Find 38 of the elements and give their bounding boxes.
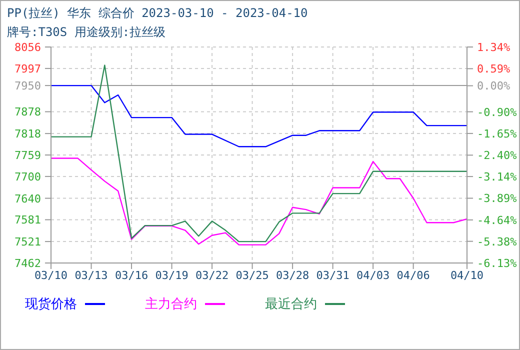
x-tick-label: 04/06 (396, 268, 430, 282)
x-tick-label: 04/10 (450, 268, 484, 282)
y-tick-label: 7581 (14, 214, 41, 227)
x-tick-label: 03/16 (114, 268, 148, 282)
y-tick-label: 7878 (14, 106, 41, 119)
x-tick-label: 03/25 (236, 268, 269, 282)
y-tick-label: 7950 (14, 80, 41, 93)
x-tick-label: 03/19 (155, 268, 188, 282)
y2-tick-label: 0.00% (477, 80, 510, 93)
y2-tick-label: 0.59% (477, 62, 510, 76)
y-tick-label: 7818 (14, 128, 41, 141)
y-tick-label: 7640 (14, 192, 41, 206)
x-tick-label: 03/22 (195, 268, 229, 282)
y-tick-label: 8056 (14, 41, 41, 54)
y2-tick-label: -4.64% (477, 214, 518, 227)
y-tick-label: 7700 (14, 170, 41, 184)
x-tick-label: 03/28 (276, 268, 310, 282)
legend-label: 主力合约 (145, 296, 197, 313)
y-tick-label: 7521 (14, 236, 41, 249)
chart-subtitle: 牌号:T30S 用途级别:拉丝级 (6, 24, 167, 41)
y2-tick-label: -1.65% (477, 127, 518, 140)
y-tick-label: 7997 (14, 62, 41, 76)
y2-tick-label: -0.90% (477, 106, 518, 119)
y2-tick-label: -3.89% (477, 192, 518, 206)
y2-tick-label: 1.34% (477, 41, 510, 54)
x-tick-label: 03/31 (316, 268, 350, 282)
y-tick-label: 7462 (14, 257, 41, 270)
x-tick-label: 03/13 (74, 268, 108, 282)
y2-tick-label: -5.38% (477, 235, 518, 248)
y2-tick-label: -3.14% (477, 170, 518, 184)
y-tick-label: 7759 (14, 149, 41, 162)
x-tick-label: 03/10 (34, 268, 68, 282)
x-tick-label: 04/03 (356, 268, 390, 282)
legend-label: 现货价格 (25, 296, 77, 313)
legend-label: 最近合约 (265, 296, 317, 313)
y2-tick-label: -2.40% (477, 149, 518, 162)
y2-tick-label: -6.13% (477, 257, 518, 270)
chart-title: PP(拉丝) 华东 综合价 2023-03-10 - 2023-04-10 (6, 5, 309, 22)
